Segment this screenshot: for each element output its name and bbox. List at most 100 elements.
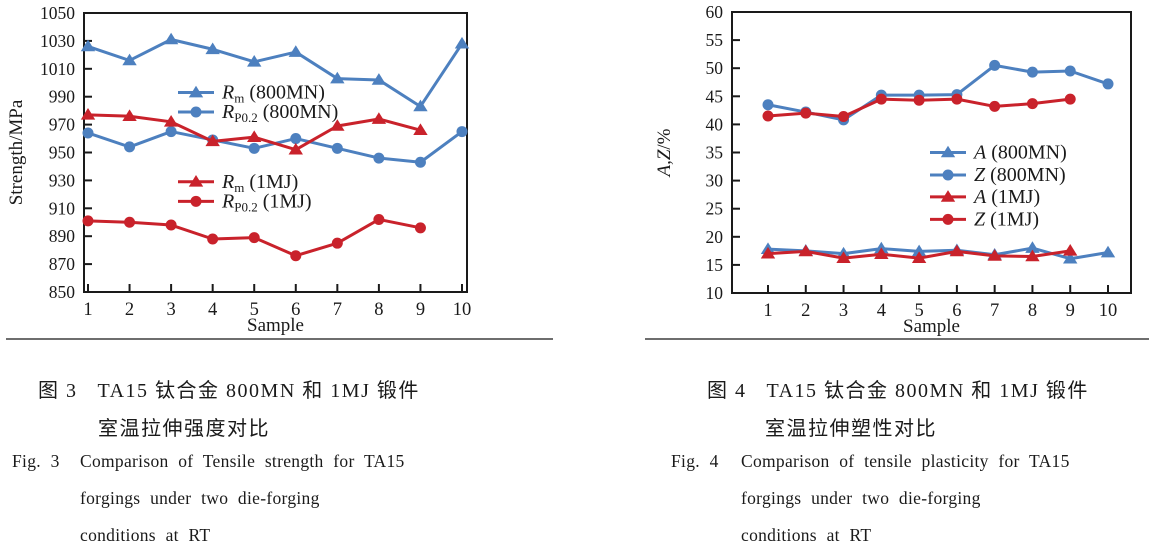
x-tick-label: 2: [125, 300, 134, 320]
point-Rm-800MN--marker: [413, 99, 428, 112]
point-A-800MN--marker: [1063, 251, 1078, 264]
point-A-800MN--marker: [911, 244, 927, 257]
fig3-caption-chinese: 图 3 TA15 钛合金 800MN 和 1MJ 锻件: [38, 374, 420, 403]
point-Z-800MN--marker: [1026, 66, 1038, 78]
x-tick-label: 1: [83, 300, 92, 320]
point-A-800MN--marker: [1100, 245, 1116, 258]
fig3-en-line2: forgings under two die-forging: [80, 488, 320, 508]
fig4-caption-chinese: 图 4 TA15 钛合金 800MN 和 1MJ 锻件: [707, 374, 1089, 403]
point-A-1MJ--marker: [1063, 244, 1078, 256]
legend-marker: [940, 145, 956, 158]
x-tick-label: 6: [952, 301, 961, 321]
fig4-en-line2: forgings under two die-forging: [741, 488, 981, 508]
point-Rm-1MJ--marker: [205, 134, 220, 147]
point-A-1MJ--marker: [949, 244, 965, 257]
y-tick-label: 30: [706, 171, 724, 191]
point-Rm-800MN--marker: [80, 39, 96, 52]
point-Rm-1MJ--marker: [371, 112, 387, 124]
plot-border: [731, 11, 1132, 294]
point-Rm-1MJ--marker: [288, 142, 303, 155]
point-RP0-2-800MN--marker: [124, 141, 136, 153]
y-axis-label: A,Z/%: [654, 128, 675, 178]
y-tick-label: 45: [706, 86, 724, 106]
point-Z-1MJ--marker: [1064, 93, 1076, 105]
fig3-en-line3: conditions at RT: [80, 525, 211, 545]
y-tick-label: 850: [49, 282, 76, 302]
plot-border: [83, 12, 468, 293]
fig3-en-line1: Comparison of Tensile strength for TA15: [80, 451, 405, 471]
x-tick-label: 9: [416, 300, 425, 320]
point-RP0-2-1MJ--marker: [207, 233, 219, 245]
point-A-1MJ--marker: [798, 244, 813, 257]
point-RP0-2-1MJ--marker: [331, 237, 343, 249]
legend-label-RP0-2-800MN-: RP0.2 (800MN): [221, 101, 338, 125]
point-Z-1MJ--marker: [875, 93, 887, 105]
x-tick-label: 2: [801, 301, 810, 321]
point-RP0-2-800MN--marker: [414, 156, 426, 168]
series-line-RP0-2-800MN-: [86, 130, 464, 164]
y-tick-label: 970: [49, 115, 76, 135]
y-tick-label: 20: [706, 227, 724, 247]
legend-label-Rm-1MJ-: Rm (1MJ): [221, 171, 298, 195]
point-A-1MJ--marker: [760, 246, 776, 259]
point-Rm-1MJ--marker: [80, 108, 96, 120]
point-Rm-1MJ--marker: [413, 123, 428, 135]
point-RP0-2-800MN--marker: [290, 133, 302, 145]
point-Z-1MJ--marker: [951, 93, 963, 105]
legend-label-Z-800MN-: Z (800MN): [974, 164, 1066, 186]
legend-label-Rm-800MN-: Rm (800MN): [221, 82, 325, 106]
y-tick-label: 930: [49, 170, 76, 190]
point-A-1MJ--marker: [836, 251, 851, 263]
point-Z-1MJ--marker: [762, 110, 774, 122]
x-tick-label: 5: [914, 301, 923, 321]
point-RP0-2-800MN--marker: [165, 126, 177, 138]
point-RP0-2-800MN--marker: [331, 142, 343, 154]
series-line-Z-800MN-: [766, 63, 1110, 122]
x-axis-label: Sample: [903, 316, 960, 337]
point-A-1MJ--marker: [1025, 249, 1040, 262]
y-tick-label: 15: [706, 255, 724, 275]
legend-label-Z-1MJ-: Z (1MJ): [974, 208, 1039, 230]
x-tick-label: 1: [763, 301, 772, 321]
fig4-caption-chinese-line2: 室温拉伸塑性对比: [765, 418, 937, 440]
point-A-1MJ--marker: [874, 247, 889, 260]
point-Z-1MJ--marker: [1026, 98, 1038, 110]
x-tick-label: 10: [453, 300, 472, 320]
point-RP0-2-1MJ--marker: [124, 216, 136, 228]
y-tick-label: 870: [49, 254, 76, 274]
point-A-1MJ--marker: [987, 249, 1002, 261]
y-axis-label: Strength/MPa: [6, 99, 27, 205]
y-tick-label: 890: [49, 226, 76, 246]
point-A-1MJ--marker: [911, 251, 927, 263]
fig3-cn-title: TA15 钛合金 800MN 和 1MJ 锻件: [97, 380, 420, 402]
point-Z-800MN--marker: [989, 59, 1001, 71]
point-Rm-800MN--marker: [247, 55, 262, 67]
x-tick-label: 4: [208, 300, 217, 320]
x-tick-label: 3: [839, 301, 848, 321]
point-Rm-800MN--marker: [122, 53, 137, 66]
y-tick-label: 1010: [40, 59, 75, 79]
y-tick-label: 60: [706, 2, 724, 22]
point-Rm-800MN--marker: [205, 42, 220, 55]
y-tick-label: 50: [706, 58, 724, 78]
point-Z-800MN--marker: [762, 99, 774, 111]
y-tick-label: 990: [49, 87, 76, 107]
series-line-Rm-800MN-: [86, 38, 464, 108]
point-Rm-800MN--marker: [371, 73, 387, 85]
legend-marker: [190, 106, 202, 118]
point-Z-1MJ--marker: [913, 94, 925, 106]
fig4-en-line3: conditions at RT: [741, 525, 872, 545]
fig3-en-label: Fig. 3: [12, 451, 60, 471]
point-Rm-1MJ--marker: [122, 109, 137, 122]
point-RP0-2-1MJ--marker: [248, 232, 260, 244]
y-tick-label: 1030: [40, 31, 75, 51]
point-Rm-1MJ--marker: [330, 119, 345, 131]
fig3-caption-chinese-line2: 室温拉伸强度对比: [98, 418, 270, 440]
x-tick-label: 5: [250, 300, 259, 320]
y-tick-label: 35: [706, 143, 724, 163]
point-Z-800MN--marker: [1102, 78, 1114, 90]
point-RP0-2-1MJ--marker: [290, 250, 302, 262]
point-RP0-2-800MN--marker: [456, 126, 468, 138]
